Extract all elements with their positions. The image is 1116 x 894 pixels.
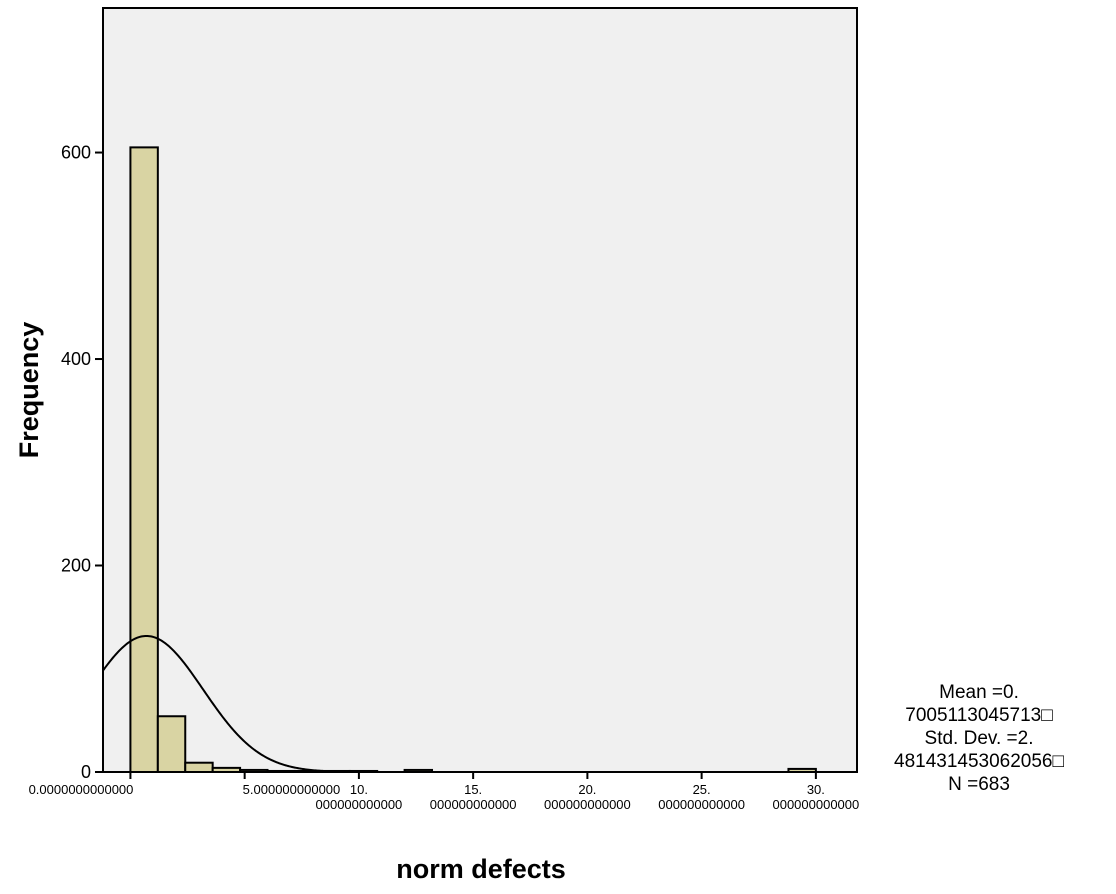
x-tick-label: 0.0000000000000 — [29, 782, 134, 797]
y-axis-label: Frequency — [14, 322, 44, 459]
x-tick-label: 000000000000 — [772, 797, 859, 812]
std-dev-label: Std. Dev. =2. — [924, 728, 1034, 749]
x-tick-label: 10. — [350, 782, 368, 797]
x-tick-label: 25. — [693, 782, 711, 797]
x-tick-label: 30. — [807, 782, 825, 797]
n-count: N =683 — [948, 774, 1010, 795]
histogram-bar — [156, 715, 187, 774]
x-tick-label: 5.000000000000 — [243, 782, 341, 797]
x-tick-label: 000000000000 — [658, 797, 745, 812]
histogram-bar — [129, 146, 159, 774]
x-axis-label: norm defects — [396, 854, 566, 884]
x-tick-label: 000000000000 — [316, 797, 403, 812]
y-tick-label: 600 — [61, 143, 91, 163]
std-dev-value: 481431453062056□ — [894, 751, 1064, 772]
y-tick-label: 400 — [61, 349, 91, 369]
x-tick-label: 000000000000 — [544, 797, 631, 812]
mean-label: Mean =0. — [939, 682, 1019, 703]
x-axis-ticks: 0.0000000000000 5.000000000000 10.00000000… — [29, 772, 859, 812]
mean-value: 7005113045713□ — [905, 705, 1053, 726]
statistics-summary: Mean =0. 7005113045713□ Std. Dev. =2. 48… — [888, 681, 1070, 796]
histogram-bar — [184, 761, 214, 774]
x-tick-label: 15. — [464, 782, 482, 797]
plot-area — [102, 7, 858, 773]
x-tick-label: 000000000000 — [430, 797, 517, 812]
y-axis-ticks: 0 200 400 600 — [61, 143, 103, 782]
y-tick-label: 200 — [61, 556, 91, 576]
y-tick-label: 0 — [81, 762, 91, 782]
x-tick-label: 20. — [578, 782, 596, 797]
